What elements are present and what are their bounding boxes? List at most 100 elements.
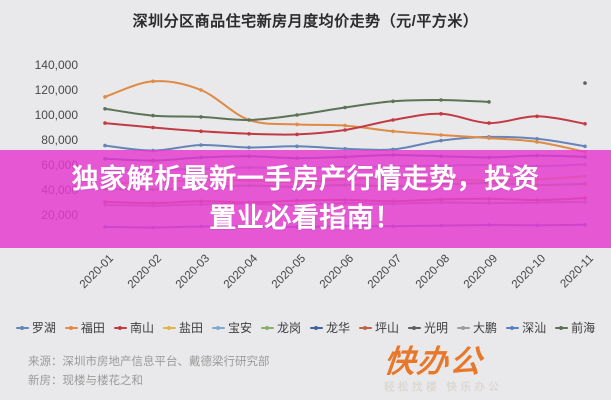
series-marker xyxy=(487,100,491,104)
chart-title: 深圳分区商品住宅新房月度均价走势（元/平方米） xyxy=(132,13,479,30)
series-marker xyxy=(487,121,491,125)
x-tick-label: 2020-04 xyxy=(222,252,261,291)
legend-marker-icon xyxy=(457,324,471,332)
legend-marker-icon xyxy=(555,324,569,332)
series-marker xyxy=(439,112,443,116)
series-marker xyxy=(535,140,539,144)
series-marker xyxy=(247,145,251,150)
series-marker xyxy=(247,118,251,122)
series-marker xyxy=(535,137,539,141)
x-tick-label: 2020-06 xyxy=(318,253,356,291)
legend-marker-icon xyxy=(15,324,29,332)
chart-legend: 罗湖 福田 南山 盐田 宝安 龙岗 龙华 坪山 光明 大鹏 深汕 前海 xyxy=(0,319,611,336)
promo-text-line1: 独家解析最新一手房产行情走势，投资 xyxy=(71,164,540,194)
legend-label: 宝安 xyxy=(227,321,252,335)
logo-wordmark: 快办公 xyxy=(382,344,485,379)
legend-item: 光明 xyxy=(408,319,448,336)
series-marker xyxy=(151,113,155,118)
series-marker xyxy=(151,79,155,84)
source-line1: 来源：深圳市房地产信息平台、戴德梁行研究部 xyxy=(28,356,270,368)
y-tick-label: 100,000 xyxy=(35,108,79,122)
legend-marker-icon xyxy=(506,324,520,332)
legend-item: 前海 xyxy=(555,319,595,336)
series-marker xyxy=(583,144,587,149)
series-marker xyxy=(103,121,107,125)
legend-item: 盐田 xyxy=(162,319,203,336)
x-tick-label: 2020-10 xyxy=(510,253,548,291)
series-marker xyxy=(103,107,107,111)
y-tick-label: 140,000 xyxy=(35,58,79,72)
legend-label: 福田 xyxy=(80,321,105,335)
legend-label: 坪山 xyxy=(375,321,400,335)
x-tick-label: 2020-07 xyxy=(366,253,404,291)
legend-item: 南山 xyxy=(113,319,154,336)
x-tick-label: 2020-09 xyxy=(462,253,500,291)
y-tick-label: 80,000 xyxy=(41,133,78,147)
series-marker xyxy=(343,105,347,110)
legend-marker-icon xyxy=(310,324,323,332)
series-marker xyxy=(295,144,299,149)
series-marker xyxy=(295,113,299,117)
legend-label: 罗湖 xyxy=(31,321,56,335)
x-tick-label: 2020-05 xyxy=(270,253,308,291)
legend-marker-icon xyxy=(113,324,127,332)
legend-label: 龙华 xyxy=(326,321,351,335)
x-tick-label: 2020-03 xyxy=(174,253,212,291)
legend-item: 坪山 xyxy=(359,319,399,336)
series-marker xyxy=(295,132,299,137)
legend-marker-icon xyxy=(408,324,422,332)
series-line xyxy=(104,98,490,122)
logo-tagline: 轻松找楼 快乐办公 xyxy=(384,381,503,393)
series-marker xyxy=(439,98,443,102)
x-tick-label: 2020-02 xyxy=(126,253,164,291)
legend-label: 前海 xyxy=(571,321,596,335)
series-marker xyxy=(535,114,539,119)
series-marker xyxy=(199,88,203,92)
legend-item: 福田 xyxy=(64,319,105,336)
x-tick-label: 2020-11 xyxy=(558,253,596,291)
legend-marker-icon xyxy=(359,324,373,332)
series-marker xyxy=(343,147,347,151)
series-marker xyxy=(583,122,587,126)
y-tick-label: 120,000 xyxy=(35,83,79,97)
x-tick-label: 2020-01 xyxy=(78,253,116,291)
legend-label: 大鹏 xyxy=(473,321,498,335)
series-marker xyxy=(439,138,443,143)
legend-marker-icon xyxy=(260,324,274,332)
legend-marker-icon xyxy=(162,324,176,332)
legend-item: 罗湖 xyxy=(15,319,56,336)
series-marker xyxy=(439,133,443,137)
series-marker xyxy=(199,115,203,119)
legend-label: 南山 xyxy=(129,321,154,335)
series-marker xyxy=(391,129,395,134)
legend-item: 深汕 xyxy=(506,319,546,336)
series-marker xyxy=(487,136,491,140)
source-line2: 新房：现楼与楼花之和 xyxy=(28,375,143,387)
series-marker xyxy=(343,128,347,132)
promo-banner: 独家解析最新一手房产行情走势，投资 置业必看指南！ xyxy=(0,150,611,248)
source-note: 来源：深圳市房地产信息平台、戴德梁行研究部 新房：现楼与楼花之和 xyxy=(28,353,270,391)
legend-marker-icon xyxy=(64,324,78,332)
series-marker xyxy=(247,132,251,136)
legend-label: 盐田 xyxy=(178,321,203,335)
legend-item: 龙岗 xyxy=(260,319,301,336)
series-marker xyxy=(199,143,203,147)
legend-label: 龙岗 xyxy=(276,321,301,335)
series-marker xyxy=(391,99,395,104)
kuaibangong-logo: 快办公 轻松找楼 快乐办公 xyxy=(382,344,594,394)
series-marker xyxy=(151,125,155,130)
x-tick-label: 2020-08 xyxy=(414,253,452,291)
legend-label: 光明 xyxy=(424,321,449,335)
legend-label: 深汕 xyxy=(522,321,547,335)
series-marker xyxy=(199,129,203,134)
series-marker xyxy=(391,118,395,122)
series-marker xyxy=(295,122,299,127)
series-marker xyxy=(343,123,347,128)
legend-item: 龙华 xyxy=(310,319,350,336)
legend-item: 宝安 xyxy=(211,319,252,336)
legend-marker-icon xyxy=(211,324,225,332)
series-marker xyxy=(103,143,107,148)
legend-item: 大鹏 xyxy=(457,319,497,336)
promo-text-line2: 置业必看指南！ xyxy=(209,203,402,233)
